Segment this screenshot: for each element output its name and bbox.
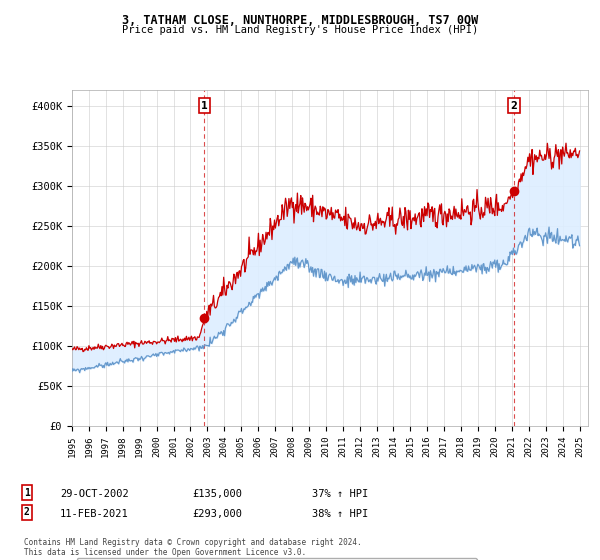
Text: 1: 1	[201, 101, 208, 111]
Text: 37% ↑ HPI: 37% ↑ HPI	[312, 489, 368, 499]
Text: 2: 2	[511, 101, 517, 111]
Text: 1: 1	[24, 488, 30, 498]
Text: 3, TATHAM CLOSE, NUNTHORPE, MIDDLESBROUGH, TS7 0QW: 3, TATHAM CLOSE, NUNTHORPE, MIDDLESBROUG…	[122, 14, 478, 27]
Text: £135,000: £135,000	[192, 489, 242, 499]
Text: 11-FEB-2021: 11-FEB-2021	[60, 508, 129, 519]
Text: 29-OCT-2002: 29-OCT-2002	[60, 489, 129, 499]
Text: Contains HM Land Registry data © Crown copyright and database right 2024.
This d: Contains HM Land Registry data © Crown c…	[24, 538, 362, 557]
Text: 38% ↑ HPI: 38% ↑ HPI	[312, 508, 368, 519]
Legend: 3, TATHAM CLOSE, NUNTHORPE, MIDDLESBROUGH, TS7 0QW (detached house), HPI: Averag: 3, TATHAM CLOSE, NUNTHORPE, MIDDLESBROUG…	[77, 558, 477, 560]
Text: 2: 2	[24, 507, 30, 517]
Text: £293,000: £293,000	[192, 508, 242, 519]
Text: Price paid vs. HM Land Registry's House Price Index (HPI): Price paid vs. HM Land Registry's House …	[122, 25, 478, 35]
